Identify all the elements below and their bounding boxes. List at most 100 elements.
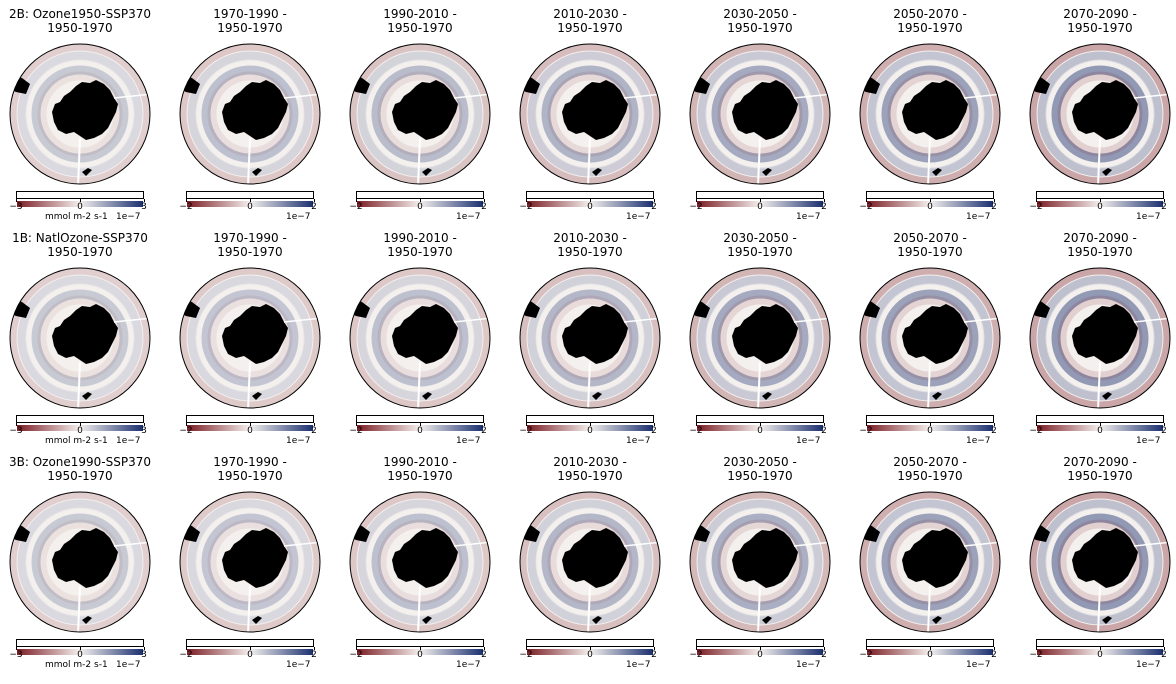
polar-map bbox=[1028, 266, 1172, 410]
anomaly-band bbox=[365, 59, 475, 169]
map-boundary bbox=[519, 491, 661, 633]
colorbar bbox=[866, 639, 994, 655]
colorbar-tick-label: 0 bbox=[417, 426, 423, 436]
land-mass bbox=[422, 168, 432, 176]
colorbar-tick bbox=[80, 423, 81, 426]
colorbar-exponent: 1e−7 bbox=[626, 436, 651, 446]
anomaly-band bbox=[867, 51, 993, 177]
colorbar-tick bbox=[186, 647, 187, 650]
colorbar-tick-label: 2 bbox=[651, 426, 657, 436]
colorbar-tick-label: −2 bbox=[349, 202, 363, 212]
clipped-exponent: 1e−7 bbox=[286, 0, 311, 2]
panel-title: 2030-2050 -1950-1970 bbox=[680, 455, 840, 483]
colorbar-tick bbox=[696, 647, 697, 650]
anomaly-band bbox=[860, 492, 1000, 632]
anomaly-band bbox=[520, 44, 660, 184]
map-boundary bbox=[859, 43, 1001, 185]
land-mass bbox=[476, 378, 490, 408]
colorbar-tick bbox=[144, 199, 145, 202]
panel-title-line2: 1950-1970 bbox=[557, 469, 623, 483]
colorbar-exponent: 1e−7 bbox=[286, 212, 311, 222]
colorbar-exponent: 1e−7 bbox=[286, 436, 311, 446]
colorbar-tick-label: 0 bbox=[587, 650, 593, 660]
land-mass bbox=[1156, 378, 1170, 408]
colorbar-exponent: 1e−7 bbox=[626, 212, 651, 222]
land-mass bbox=[986, 602, 1000, 632]
colorbar-tick-label: 3 bbox=[141, 650, 147, 660]
anomaly-band bbox=[25, 283, 135, 393]
panel-title-line2: 1950-1970 bbox=[557, 245, 623, 259]
map-panel: 2B: Ozone1950-SSP370 1950-1970 −3 0 3 mmol m-… bbox=[0, 0, 170, 224]
colorbar-tick bbox=[824, 199, 825, 202]
colorbar-tick bbox=[1036, 199, 1037, 202]
map-panel: 2070-2090 -1950-1970 −2 0 2 1e−7 bbox=[1020, 224, 1176, 448]
panel-title-line1: 2030-2050 - bbox=[723, 231, 797, 245]
land-mass bbox=[476, 154, 490, 184]
colorbar-tick-label: 0 bbox=[247, 202, 253, 212]
anomaly-band bbox=[1045, 507, 1155, 617]
land-mass bbox=[252, 616, 262, 624]
colorbar-tick-label: 0 bbox=[417, 650, 423, 660]
anomaly-band bbox=[875, 283, 985, 393]
colorbar-tick-label: 2 bbox=[1161, 202, 1167, 212]
colorbar bbox=[1036, 191, 1164, 207]
colorbar-tick-label: 0 bbox=[77, 426, 83, 436]
anomaly-band bbox=[195, 59, 305, 169]
land-mass bbox=[476, 602, 490, 632]
panel-title-line2: 1950-1970 bbox=[727, 21, 793, 35]
polar-map bbox=[8, 266, 152, 410]
land-mass bbox=[422, 392, 432, 400]
map-panel: 1990-2010 -1950-1970 −2 0 2 1e−7 bbox=[340, 448, 510, 672]
colorbar-tick-label: 0 bbox=[757, 426, 763, 436]
polar-map bbox=[8, 490, 152, 634]
panel-title: 2010-2030 -1950-1970 bbox=[510, 7, 670, 35]
map-boundary bbox=[1029, 267, 1171, 409]
colorbar-tick bbox=[420, 647, 421, 650]
colorbar-tick-label: 2 bbox=[1161, 650, 1167, 660]
anomaly-band bbox=[875, 507, 985, 617]
colorbar-tick-label: 0 bbox=[757, 202, 763, 212]
colorbar-tick bbox=[526, 647, 527, 650]
land-mass bbox=[422, 616, 432, 624]
land-mass bbox=[306, 378, 320, 408]
colorbar bbox=[866, 415, 994, 431]
colorbar-tick bbox=[824, 423, 825, 426]
antarctica bbox=[52, 528, 118, 588]
colorbar-exponent: 1e−7 bbox=[966, 660, 991, 670]
polar-map bbox=[348, 42, 492, 186]
panel-title-line2: 1950-1970 bbox=[217, 469, 283, 483]
panel-title: 1970-1990 -1950-1970 bbox=[170, 231, 330, 259]
panel-title-line2: 1950-1970 bbox=[387, 245, 453, 259]
anomaly-band bbox=[10, 492, 150, 632]
panel-title-line2: 1950-1970 bbox=[727, 245, 793, 259]
panel-title-line1: 2010-2030 - bbox=[553, 7, 627, 21]
colorbar-tick-label: 3 bbox=[141, 202, 147, 212]
colorbar-exponent: 1e−7 bbox=[116, 436, 141, 446]
colorbar-tick bbox=[356, 647, 357, 650]
anomaly-band bbox=[350, 268, 490, 408]
anomaly-band bbox=[350, 492, 490, 632]
colorbar-tick bbox=[250, 647, 251, 650]
panel-title: 2050-2070 -1950-1970 bbox=[850, 455, 1010, 483]
map-boundary bbox=[9, 43, 151, 185]
colorbar bbox=[526, 191, 654, 207]
land-mass bbox=[252, 168, 262, 176]
antarctica bbox=[222, 528, 288, 588]
land-mass bbox=[646, 154, 660, 184]
anomaly-band bbox=[705, 507, 815, 617]
anomaly-band bbox=[10, 44, 150, 184]
panel-title: 1B: NatlOzone-SSP370 1950-1970 bbox=[0, 231, 160, 259]
colorbar-exponent: 1e−7 bbox=[626, 660, 651, 670]
colorbar-exponent: 1e−7 bbox=[966, 212, 991, 222]
colorbar-tick bbox=[760, 647, 761, 650]
antarctica bbox=[562, 80, 628, 140]
polar-map bbox=[858, 42, 1002, 186]
colorbar-tick bbox=[144, 423, 145, 426]
colorbar-exponent: 1e−7 bbox=[796, 436, 821, 446]
anomaly-band bbox=[357, 275, 483, 401]
panel-title: 2030-2050 -1950-1970 bbox=[680, 231, 840, 259]
colorbar-tick-label: −2 bbox=[179, 650, 193, 660]
colorbar-tick-label: −2 bbox=[1029, 650, 1043, 660]
colorbar-tick-label: −2 bbox=[519, 202, 533, 212]
